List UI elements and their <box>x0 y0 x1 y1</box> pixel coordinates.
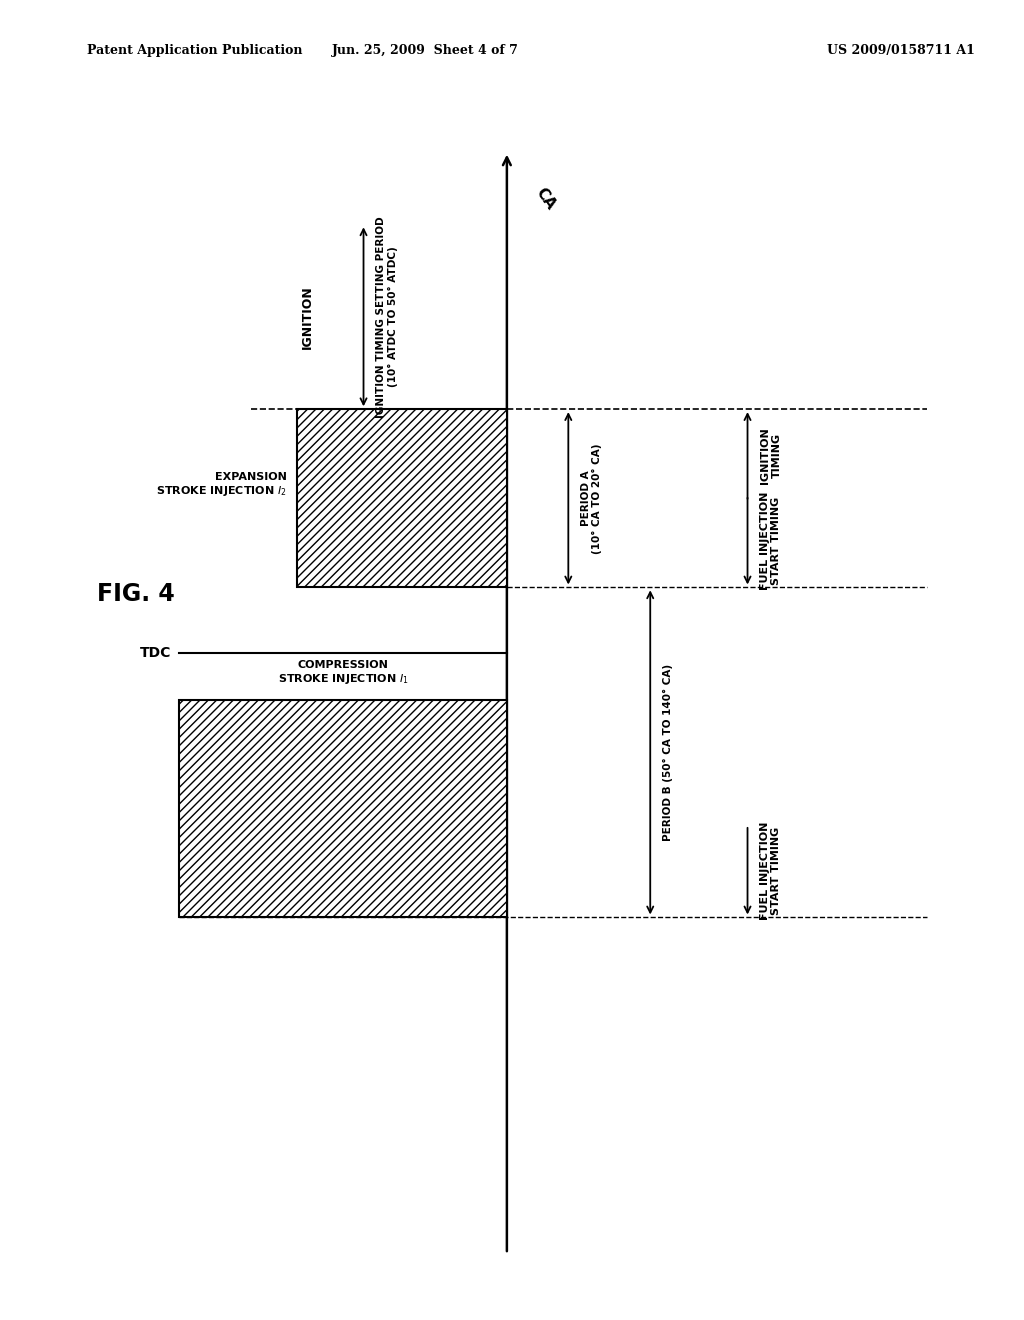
Text: IGNITION TIMING SETTING PERIOD
(10° ATDC TO 50° ATDC): IGNITION TIMING SETTING PERIOD (10° ATDC… <box>376 216 397 417</box>
Text: IGNITION
TIMING: IGNITION TIMING <box>760 428 781 483</box>
Bar <box>297 409 507 587</box>
Text: Jun. 25, 2009  Sheet 4 of 7: Jun. 25, 2009 Sheet 4 of 7 <box>332 44 518 57</box>
Text: US 2009/0158711 A1: US 2009/0158711 A1 <box>827 44 975 57</box>
Bar <box>179 700 507 917</box>
Text: FIG. 4: FIG. 4 <box>97 582 175 606</box>
Text: FUEL INJECTION
START TIMING: FUEL INJECTION START TIMING <box>760 492 781 590</box>
Text: PERIOD B (50° CA TO 140° CA): PERIOD B (50° CA TO 140° CA) <box>663 664 673 841</box>
Text: Patent Application Publication: Patent Application Publication <box>87 44 302 57</box>
Text: CA: CA <box>532 185 558 213</box>
Text: EXPANSION
STROKE INJECTION $I_2$: EXPANSION STROKE INJECTION $I_2$ <box>156 473 287 498</box>
Text: COMPRESSION
STROKE INJECTION $I_1$: COMPRESSION STROKE INJECTION $I_1$ <box>278 660 409 686</box>
Text: IGNITION: IGNITION <box>301 285 313 348</box>
Text: TDC: TDC <box>139 647 171 660</box>
Text: PERIOD A
(10° CA TO 20° CA): PERIOD A (10° CA TO 20° CA) <box>581 444 602 553</box>
Text: FUEL INJECTION
START TIMING: FUEL INJECTION START TIMING <box>760 822 781 920</box>
